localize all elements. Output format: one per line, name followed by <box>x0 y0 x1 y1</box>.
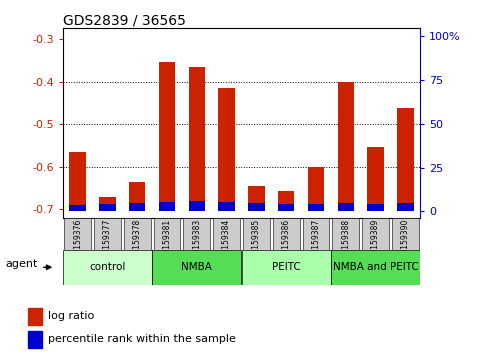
Bar <box>129 202 145 211</box>
Bar <box>278 204 294 211</box>
Text: GSM159387: GSM159387 <box>312 219 320 265</box>
Bar <box>63 250 152 285</box>
Text: NMBA and PEITC: NMBA and PEITC <box>333 262 418 272</box>
Bar <box>242 250 331 285</box>
Bar <box>243 218 270 250</box>
Text: control: control <box>89 262 126 272</box>
Bar <box>184 218 210 250</box>
Bar <box>124 218 151 250</box>
Text: PEITC: PEITC <box>272 262 300 272</box>
Bar <box>159 202 175 211</box>
Bar <box>99 197 115 209</box>
Text: GSM159388: GSM159388 <box>341 219 350 265</box>
Bar <box>154 218 181 250</box>
Text: GSM159386: GSM159386 <box>282 219 291 265</box>
Text: GSM159378: GSM159378 <box>133 219 142 265</box>
Text: GSM159381: GSM159381 <box>163 219 171 265</box>
Bar <box>213 218 240 250</box>
Text: NMBA: NMBA <box>182 262 212 272</box>
Bar <box>28 308 42 325</box>
Bar <box>189 67 205 209</box>
Bar <box>302 218 329 250</box>
Bar <box>28 331 42 348</box>
Bar <box>218 88 235 209</box>
Text: GSM159385: GSM159385 <box>252 219 261 265</box>
Bar <box>64 218 91 250</box>
Bar <box>248 186 265 209</box>
Bar <box>278 191 294 209</box>
Bar <box>129 182 145 209</box>
Text: log ratio: log ratio <box>48 312 94 321</box>
Bar <box>152 250 242 285</box>
Bar <box>368 204 384 211</box>
Bar <box>308 167 324 209</box>
Bar <box>99 204 115 211</box>
Bar <box>308 204 324 211</box>
Bar <box>159 62 175 209</box>
Bar <box>273 218 299 250</box>
Text: GSM159390: GSM159390 <box>401 219 410 265</box>
Bar <box>248 202 265 211</box>
Text: GSM159377: GSM159377 <box>103 219 112 265</box>
Bar <box>70 152 86 209</box>
Bar <box>332 218 359 250</box>
Text: GSM159384: GSM159384 <box>222 219 231 265</box>
Bar <box>368 148 384 209</box>
Text: GSM159389: GSM159389 <box>371 219 380 265</box>
Bar <box>189 201 205 211</box>
Bar <box>338 81 354 209</box>
Bar <box>362 218 389 250</box>
Bar <box>338 202 354 211</box>
Text: GSM159376: GSM159376 <box>73 219 82 265</box>
Text: GDS2839 / 36565: GDS2839 / 36565 <box>63 13 185 27</box>
Bar <box>218 202 235 211</box>
Bar <box>397 202 413 211</box>
Bar <box>94 218 121 250</box>
Bar <box>70 205 86 211</box>
Text: agent: agent <box>5 259 37 269</box>
Bar <box>331 250 420 285</box>
Text: percentile rank within the sample: percentile rank within the sample <box>48 335 236 344</box>
Text: GSM159383: GSM159383 <box>192 219 201 265</box>
Bar <box>397 108 413 209</box>
Bar <box>392 218 419 250</box>
